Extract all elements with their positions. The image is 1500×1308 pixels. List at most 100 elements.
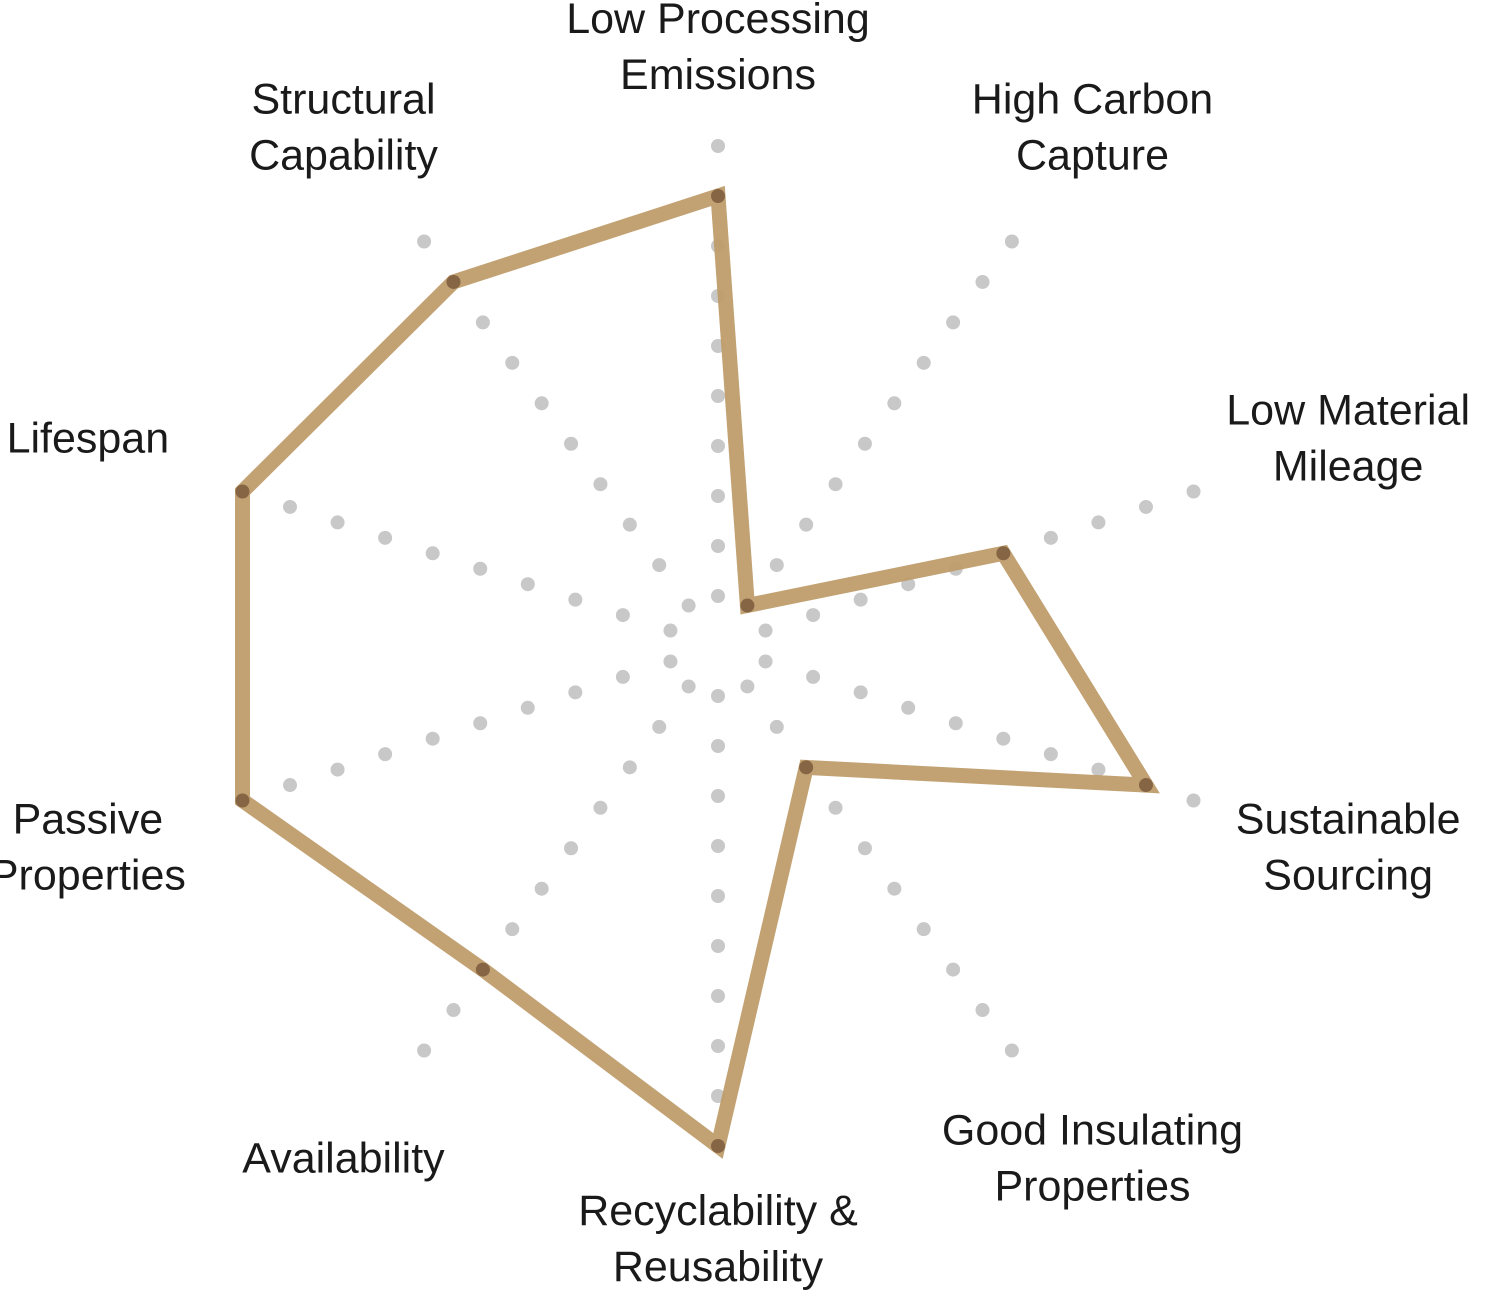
grid-dot bbox=[975, 274, 990, 289]
grid-dot bbox=[946, 315, 961, 330]
axis-label-line: Sourcing bbox=[1263, 852, 1433, 900]
grid-dot bbox=[330, 515, 345, 530]
axis-label: Sustainable Sourcing bbox=[1236, 796, 1461, 900]
grid-dot bbox=[593, 477, 608, 492]
axis-label-line: Mileage bbox=[1273, 443, 1424, 491]
grid-dot bbox=[283, 778, 298, 793]
grid-dot bbox=[1091, 762, 1106, 777]
axis-label-line: Structural bbox=[251, 76, 435, 124]
axis-label: Low Processing Emissions bbox=[566, 0, 870, 99]
grid-dot bbox=[711, 839, 725, 853]
grid-dot bbox=[711, 689, 725, 703]
grid-dot bbox=[1091, 515, 1106, 530]
grid-dot bbox=[473, 561, 488, 576]
grid-dot bbox=[887, 881, 902, 896]
grid-dot bbox=[615, 608, 630, 623]
grid-dot bbox=[711, 889, 725, 903]
grid-dot bbox=[568, 685, 583, 700]
radar-vertex bbox=[740, 598, 755, 613]
grid-dot bbox=[901, 700, 916, 715]
grid-dot bbox=[1043, 530, 1058, 545]
grid-dot bbox=[711, 789, 725, 803]
grid-dot bbox=[1138, 499, 1153, 514]
grid-dot bbox=[887, 396, 902, 411]
grid-dot bbox=[417, 234, 432, 249]
grid-dot bbox=[857, 841, 872, 856]
grid-dot bbox=[534, 881, 549, 896]
grid-dot bbox=[1004, 234, 1019, 249]
grid-dot bbox=[663, 654, 678, 669]
grid-dot bbox=[769, 558, 784, 573]
grid-dot bbox=[853, 592, 868, 607]
grid-dot bbox=[828, 800, 843, 815]
grid-dot bbox=[663, 623, 678, 638]
grid-dot bbox=[425, 731, 440, 746]
grid-dot bbox=[711, 489, 725, 503]
axis-label-line: Good Insulating bbox=[942, 1107, 1243, 1155]
grid-dot bbox=[520, 577, 535, 592]
grid-dot bbox=[806, 669, 821, 684]
axis-label: Structural Capability bbox=[249, 76, 438, 180]
grid-dot bbox=[916, 355, 931, 370]
axis-label-line: Properties bbox=[0, 852, 186, 900]
axis-label-line: Reusability bbox=[613, 1243, 824, 1291]
grid-dot bbox=[520, 700, 535, 715]
grid-dot bbox=[681, 598, 696, 613]
axis-label: High Carbon Capture bbox=[972, 76, 1213, 180]
axis-label-line: Low Material bbox=[1226, 387, 1470, 435]
radar-vertex bbox=[235, 793, 250, 808]
axis-label-line: Capability bbox=[249, 132, 438, 180]
axis-label: Low Material Mileage bbox=[1226, 387, 1470, 491]
grid-dot bbox=[975, 1003, 990, 1018]
grid-dot bbox=[948, 716, 963, 731]
grid-dot bbox=[568, 592, 583, 607]
grid-dot bbox=[758, 623, 773, 638]
grid-dot bbox=[1186, 793, 1201, 808]
grid-dot bbox=[1004, 1043, 1019, 1058]
axis-label-line: Properties bbox=[995, 1163, 1191, 1211]
axis-label: Availability bbox=[242, 1135, 445, 1183]
radar-vertex bbox=[996, 546, 1011, 561]
axis-label-line: Passive bbox=[13, 796, 164, 844]
grid-dot bbox=[564, 841, 579, 856]
axis-label: Good Insulating Properties bbox=[942, 1107, 1243, 1211]
grid-dot bbox=[711, 989, 725, 1003]
grid-dot bbox=[425, 546, 440, 561]
grid-dot bbox=[473, 716, 488, 731]
axis-label-line: Sustainable bbox=[1236, 796, 1461, 844]
grid-dot bbox=[769, 719, 784, 734]
axis-label-line: Emissions bbox=[620, 51, 816, 99]
grid-dot bbox=[622, 517, 637, 532]
axis-label: Passive Properties bbox=[0, 796, 186, 900]
axis-label-line: Availability bbox=[242, 1135, 445, 1183]
grid-dot bbox=[652, 558, 667, 573]
grid-dot bbox=[615, 669, 630, 684]
radar-vertex bbox=[1138, 778, 1153, 793]
radar-vertex bbox=[446, 274, 461, 289]
grid-dot bbox=[711, 939, 725, 953]
grid-dot bbox=[857, 436, 872, 451]
grid-dot bbox=[652, 719, 667, 734]
axis-label-line: Recyclability & bbox=[578, 1187, 858, 1235]
grid-dot bbox=[711, 389, 725, 403]
grid-dot bbox=[446, 1003, 461, 1018]
radar-vertex bbox=[475, 962, 490, 977]
grid-dot bbox=[283, 499, 298, 514]
grid-dot bbox=[916, 922, 931, 937]
axis-label-line: Capture bbox=[1016, 132, 1169, 180]
axis-label-line: Low Processing bbox=[566, 0, 870, 43]
radar-line bbox=[235, 185, 1160, 1159]
grid-dot bbox=[799, 517, 814, 532]
grid-dot bbox=[740, 679, 755, 694]
grid-dot bbox=[758, 654, 773, 669]
grid-dot bbox=[711, 589, 725, 603]
radar-vertex bbox=[235, 484, 250, 499]
grid-dot bbox=[534, 396, 549, 411]
axis-label: Lifespan bbox=[7, 415, 170, 463]
grid-dot bbox=[564, 436, 579, 451]
axis-label-line: High Carbon bbox=[972, 76, 1213, 124]
grid-dot bbox=[1186, 484, 1201, 499]
grid-dot bbox=[505, 355, 520, 370]
